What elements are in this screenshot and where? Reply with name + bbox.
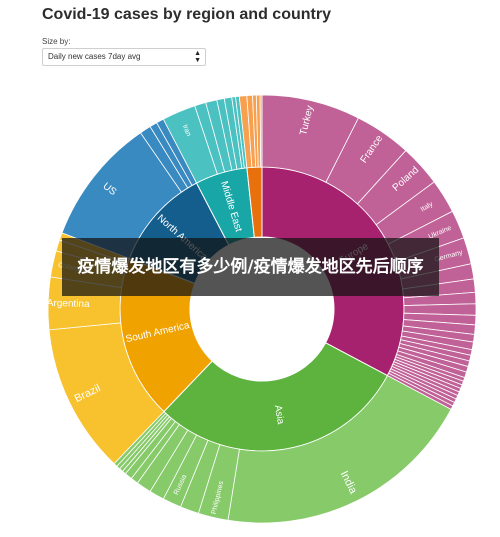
- banner-text: 疫情爆发地区有多少例/疫情爆发地区先后顺序: [77, 256, 424, 277]
- size-by-select[interactable]: Daily new cases 7day avg ▲ ▼: [42, 48, 206, 66]
- country-label-argentina: Argentina: [47, 298, 91, 310]
- select-arrows-icon: ▲ ▼: [194, 50, 201, 64]
- size-by-selected-value: Daily new cases 7day avg: [48, 52, 141, 61]
- region-label-asia: Asia: [272, 404, 286, 425]
- chart-title: Covid-19 cases by region and country: [42, 6, 331, 23]
- country-label-iran: Iran: [181, 124, 192, 138]
- country-slice-region-4[interactable]: [259, 94, 263, 168]
- size-by-label: Size by:: [42, 37, 71, 46]
- overlay-banner: 疫情爆发地区有多少例/疫情爆发地区先后顺序: [62, 238, 439, 296]
